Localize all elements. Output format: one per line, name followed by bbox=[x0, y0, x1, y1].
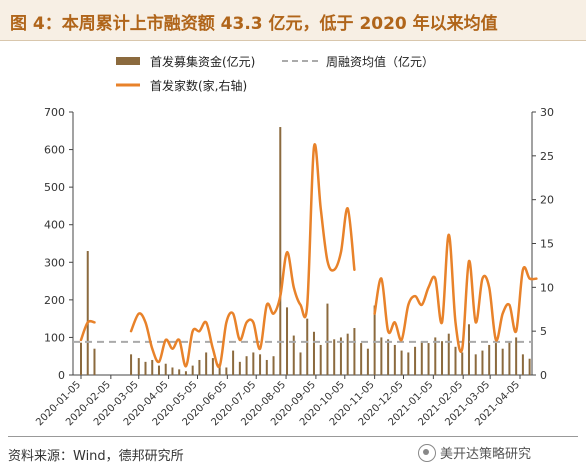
y-right-tick-label: 5 bbox=[540, 325, 547, 338]
bar bbox=[232, 350, 235, 375]
bar bbox=[286, 307, 289, 375]
bar bbox=[292, 335, 295, 375]
wechat-icon bbox=[418, 443, 436, 462]
bar bbox=[488, 344, 491, 375]
bar bbox=[515, 337, 518, 375]
bar bbox=[353, 328, 356, 375]
y-left-tick-label: 100 bbox=[44, 331, 65, 344]
bar bbox=[218, 363, 221, 375]
bar bbox=[245, 356, 248, 375]
bar bbox=[178, 369, 181, 375]
bar bbox=[279, 127, 282, 376]
bar bbox=[137, 358, 140, 375]
bar bbox=[86, 251, 89, 375]
bar bbox=[441, 341, 444, 375]
bar bbox=[339, 337, 342, 375]
bar bbox=[481, 350, 484, 375]
bar bbox=[360, 343, 363, 375]
bar bbox=[299, 352, 302, 375]
y-left-tick-label: 600 bbox=[44, 144, 65, 157]
bar bbox=[272, 356, 275, 375]
line-segment bbox=[373, 233, 538, 353]
y-right-tick-label: 0 bbox=[540, 369, 547, 382]
bar bbox=[494, 343, 497, 375]
title-bar: 图 4：本周累计上市融资额 43.3 亿元，低于 2020 年以来均值 bbox=[0, 0, 586, 41]
bar bbox=[319, 344, 322, 375]
y-left-tick-label: 200 bbox=[44, 294, 65, 307]
watermark-text: 美开达策略研究 bbox=[440, 447, 532, 462]
bar bbox=[420, 341, 423, 375]
bar bbox=[414, 346, 417, 375]
bar bbox=[80, 342, 82, 375]
bar bbox=[434, 337, 437, 375]
chart-title: 图 4：本周累计上市融资额 43.3 亿元，低于 2020 年以来均值 bbox=[10, 14, 498, 34]
bar bbox=[265, 359, 268, 375]
y-right-tick-label: 30 bbox=[540, 106, 554, 119]
bar bbox=[205, 352, 208, 375]
bar bbox=[164, 363, 167, 375]
bar bbox=[380, 337, 383, 375]
y-right-tick-label: 20 bbox=[540, 194, 554, 207]
legend: 首发募集资金(亿元) 周融资均值（亿元） 首发家数(家,右轴) bbox=[116, 54, 434, 93]
bar bbox=[306, 318, 309, 375]
bar bbox=[427, 343, 430, 375]
legend-avg-label: 周融资均值（亿元） bbox=[326, 54, 434, 69]
bar bbox=[393, 344, 396, 375]
line-series bbox=[79, 143, 538, 369]
bar bbox=[461, 352, 464, 375]
legend-line-label: 首发家数(家,右轴) bbox=[150, 78, 247, 93]
watermark: 美开达策略研究 bbox=[418, 443, 531, 462]
bar bbox=[171, 367, 174, 375]
bar bbox=[387, 339, 390, 375]
line-segment bbox=[129, 143, 356, 369]
bar bbox=[447, 333, 450, 375]
y-left-tick-label: 300 bbox=[44, 256, 65, 269]
bar bbox=[528, 358, 531, 375]
bar bbox=[407, 352, 410, 375]
bar bbox=[198, 359, 201, 375]
bar bbox=[373, 305, 376, 375]
bar bbox=[333, 339, 336, 375]
bar bbox=[225, 367, 228, 375]
bar bbox=[238, 361, 241, 375]
y-left-tick-label: 400 bbox=[44, 219, 65, 232]
bar bbox=[151, 359, 154, 375]
chart-canvas: 首发募集资金(亿元) 周融资均值（亿元） 首发家数(家,右轴) 01002003… bbox=[34, 54, 554, 428]
bar bbox=[252, 352, 255, 375]
bar bbox=[400, 350, 403, 375]
y-left-tick-label: 700 bbox=[44, 106, 65, 119]
y-left-tick-label: 0 bbox=[58, 369, 65, 382]
line-segment bbox=[79, 319, 96, 342]
y-right-tick-label: 10 bbox=[540, 281, 554, 294]
y-right-tick-label: 15 bbox=[540, 238, 554, 251]
footer-divider bbox=[8, 436, 578, 437]
y-right-tick-label: 25 bbox=[540, 150, 554, 163]
bar bbox=[144, 361, 147, 375]
bar bbox=[467, 324, 470, 375]
legend-bar-swatch bbox=[116, 57, 140, 65]
bar bbox=[508, 341, 511, 375]
bar bbox=[454, 346, 457, 375]
bar bbox=[312, 331, 315, 375]
bar bbox=[326, 303, 329, 375]
bar-series bbox=[80, 127, 531, 376]
bar bbox=[93, 348, 96, 375]
bar bbox=[259, 354, 262, 375]
bar bbox=[346, 333, 349, 375]
axes: 01002003004005006007000510152025302020-0… bbox=[34, 106, 554, 428]
source-note: 资料来源：Wind，德邦研究所 bbox=[8, 449, 184, 464]
bar bbox=[501, 348, 504, 375]
bar bbox=[130, 354, 133, 375]
bar bbox=[366, 348, 369, 375]
bar bbox=[191, 365, 194, 375]
bar bbox=[157, 365, 160, 375]
bar bbox=[521, 354, 524, 375]
bar bbox=[474, 354, 477, 375]
legend-bar-label: 首发募集资金(亿元) bbox=[150, 54, 255, 69]
y-left-tick-label: 500 bbox=[44, 181, 65, 194]
bar bbox=[211, 358, 214, 375]
bar bbox=[184, 371, 187, 375]
